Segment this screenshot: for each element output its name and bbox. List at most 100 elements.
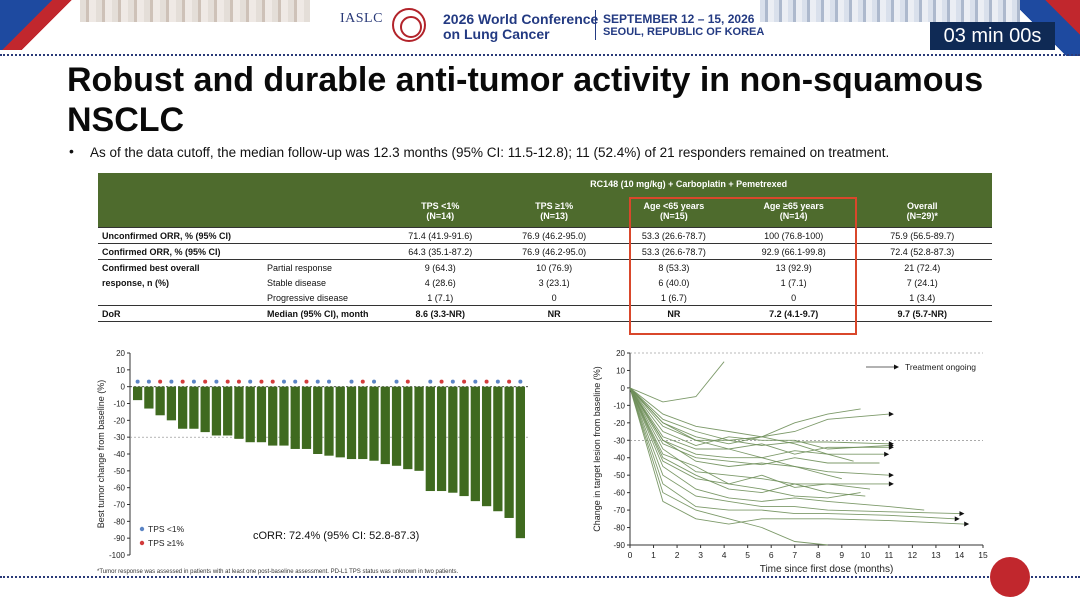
ongoing-arrow-marker bbox=[888, 444, 894, 450]
y-tick-label: 0 bbox=[621, 384, 626, 393]
slide-number-badge bbox=[990, 557, 1030, 597]
table-cell: 92.9 (66.1-99.8) bbox=[734, 243, 853, 260]
conference-location: SEOUL, REPUBLIC OF KOREA bbox=[603, 26, 765, 38]
tps-marker bbox=[203, 379, 208, 384]
y-tick-label: -40 bbox=[613, 454, 625, 463]
patient-trajectory-line bbox=[629, 387, 871, 490]
ongoing-arrow-marker bbox=[888, 472, 894, 478]
waterfall-bar bbox=[504, 386, 514, 518]
patient-trajectory-line bbox=[629, 361, 725, 403]
row-label: DoR bbox=[98, 305, 264, 322]
y-tick-label: -60 bbox=[613, 489, 625, 498]
waterfall-bar bbox=[166, 386, 177, 421]
table-cell: 13 (92.9) bbox=[734, 259, 853, 275]
column-n: (N=29)* bbox=[906, 211, 938, 221]
conference-name-line1: 2026 World Conference bbox=[443, 11, 599, 27]
table-cell: 76.9 (46.2-95.0) bbox=[495, 243, 614, 260]
patient-trajectory-line bbox=[629, 387, 854, 462]
table-cell: 53.3 (26.6-78.7) bbox=[613, 227, 735, 244]
patient-trajectory-line bbox=[629, 387, 885, 459]
patient-trajectory-line bbox=[629, 387, 866, 497]
x-tick-label: 11 bbox=[884, 550, 893, 560]
table-column-header: Age ≥65 years (N=14) bbox=[734, 195, 853, 228]
waterfall-bar bbox=[223, 386, 233, 436]
footer-dotted-rule bbox=[0, 576, 1080, 578]
patient-trajectory-line bbox=[629, 387, 861, 499]
table-cell: 7 (24.1) bbox=[906, 277, 938, 288]
row-sublabel: Stable disease bbox=[267, 277, 327, 288]
tps-marker bbox=[394, 379, 399, 384]
waterfall-bar bbox=[436, 386, 447, 492]
waterfall-bar bbox=[346, 386, 357, 460]
tps-marker bbox=[315, 379, 320, 384]
y-tick-label: -90 bbox=[613, 541, 625, 550]
conference-seal-icon bbox=[392, 8, 426, 42]
y-tick-label: -40 bbox=[113, 450, 125, 459]
row-label: Unconfirmed ORR, % (95% CI) bbox=[98, 227, 386, 244]
waterfall-bar bbox=[313, 386, 323, 454]
row-label: Confirmed best overall bbox=[98, 259, 264, 275]
patient-trajectory-line bbox=[629, 387, 955, 520]
x-tick-label: 8 bbox=[816, 550, 821, 560]
header-divider bbox=[595, 10, 596, 40]
ongoing-arrow-marker bbox=[964, 521, 970, 527]
column-name: TPS <1% bbox=[421, 201, 460, 211]
tps-marker bbox=[495, 379, 500, 384]
x-tick-label: 7 bbox=[792, 550, 797, 560]
waterfall-bar bbox=[335, 386, 345, 458]
ongoing-arrow-marker bbox=[888, 481, 894, 487]
patient-trajectory-line bbox=[629, 387, 925, 511]
column-name: Overall bbox=[907, 201, 938, 211]
legend-label: Treatment ongoing bbox=[905, 362, 976, 372]
ongoing-arrow-marker bbox=[954, 516, 960, 522]
tps-marker bbox=[191, 379, 196, 384]
table-cell: 1 (7.1) bbox=[780, 277, 807, 288]
table-row: response, n (%) Stable disease 4 (28.6) … bbox=[98, 275, 992, 290]
header-pattern-right bbox=[760, 0, 1080, 22]
y-tick-label: -10 bbox=[613, 401, 625, 410]
column-n: (N=14) bbox=[426, 211, 455, 221]
table-row: DoR Median (95% CI), month 8.6 (3.3-NR) … bbox=[98, 305, 992, 322]
ongoing-arrow-marker bbox=[888, 411, 894, 417]
y-tick-label: -70 bbox=[113, 501, 125, 510]
bullet-text: As of the data cutoff, the median follow… bbox=[90, 145, 890, 160]
tps-marker bbox=[428, 379, 433, 384]
x-tick-label: 15 bbox=[978, 550, 988, 560]
tps-marker bbox=[270, 379, 275, 384]
legend-marker bbox=[139, 540, 145, 546]
table-column-header-row: TPS <1% (N=14) TPS ≥1% (N=13) Age <65 year… bbox=[98, 195, 992, 228]
table-column-header: TPS <1% (N=14) bbox=[385, 195, 496, 228]
column-n: (N=14) bbox=[779, 211, 808, 221]
x-tick-label: 1 bbox=[651, 550, 656, 560]
y-tick-label: -60 bbox=[113, 484, 125, 493]
x-tick-label: 5 bbox=[745, 550, 750, 560]
waterfall-bar bbox=[268, 386, 278, 446]
waterfall-bar bbox=[245, 386, 255, 443]
tps-marker bbox=[281, 379, 286, 384]
table-cell: 9.7 (5.7-NR) bbox=[852, 305, 992, 322]
waterfall-bar bbox=[515, 386, 525, 539]
table-cell: 1 (7.1) bbox=[427, 292, 454, 303]
header-dotted-rule bbox=[0, 54, 1080, 56]
waterfall-bar bbox=[448, 386, 458, 493]
tps-marker bbox=[439, 379, 444, 384]
row-sublabel: Median (95% CI), month bbox=[263, 305, 386, 322]
tps-marker bbox=[473, 379, 478, 384]
legend-label: TPS ≥1% bbox=[148, 538, 184, 548]
x-tick-label: 13 bbox=[931, 550, 941, 560]
x-axis-label: Time since first dose (months) bbox=[760, 564, 894, 575]
table-header-blank-sub bbox=[263, 195, 386, 228]
waterfall-bar bbox=[211, 386, 222, 436]
patient-trajectory-line bbox=[629, 387, 889, 485]
table-cell: 8.6 (3.3-NR) bbox=[385, 305, 496, 322]
waterfall-bar bbox=[133, 386, 143, 401]
table-cell: 3 (23.1) bbox=[538, 277, 570, 288]
tps-marker bbox=[349, 379, 354, 384]
table-column-header: Overall (N=29)* bbox=[852, 195, 992, 228]
table-cell: 0 bbox=[791, 292, 797, 303]
table-corner-cell bbox=[98, 173, 386, 195]
waterfall-bar bbox=[459, 386, 469, 497]
y-tick-label: -30 bbox=[113, 433, 125, 442]
x-tick-label: 4 bbox=[722, 550, 727, 560]
